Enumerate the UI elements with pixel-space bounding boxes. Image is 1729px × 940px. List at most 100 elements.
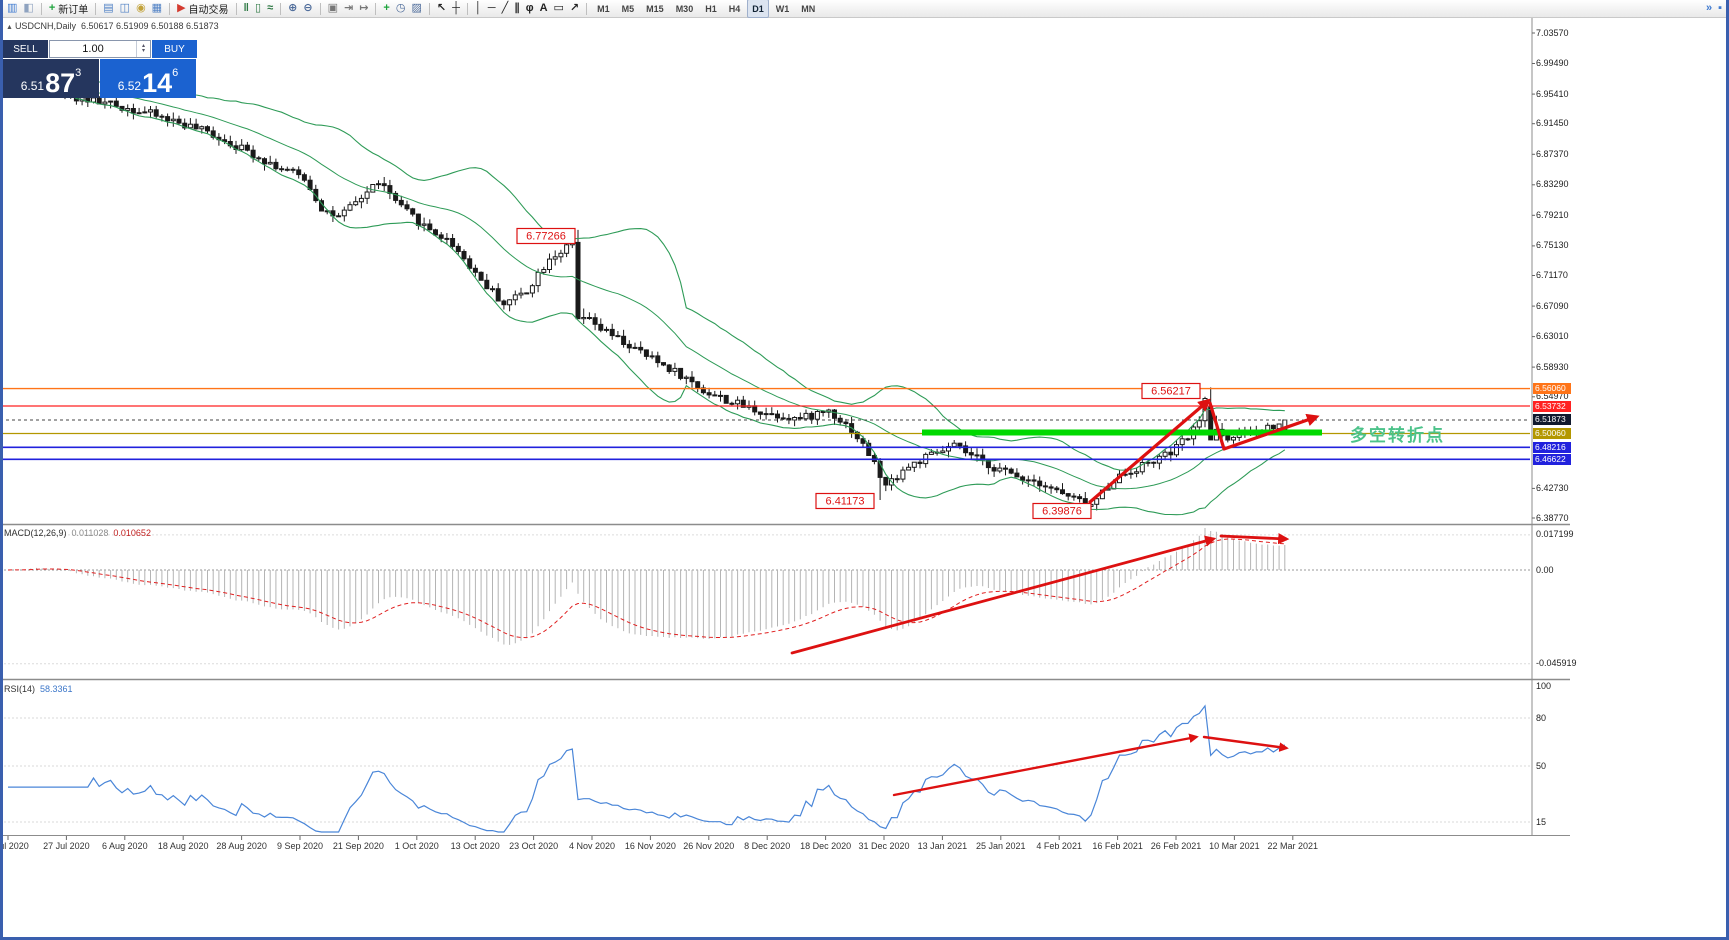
- tf-w1-button[interactable]: W1: [775, 3, 790, 14]
- zoom-in-button[interactable]: ⊕: [286, 1, 299, 16]
- rsi-axis-tick[interactable]: 50: [1536, 760, 1547, 771]
- tile-windows-button[interactable]: ▣: [326, 1, 340, 16]
- tf-m5-button[interactable]: M5: [621, 3, 635, 14]
- price-axis-tick[interactable]: 6.91450: [1536, 118, 1569, 129]
- periods-button[interactable]: ◷: [394, 1, 408, 16]
- trend-arrow[interactable]: [1208, 401, 1320, 451]
- trend-arrow[interactable]: [892, 733, 1199, 797]
- vertical-line-tool-button[interactable]: │: [473, 1, 484, 16]
- date-axis-label[interactable]: 6 Aug 2020: [102, 841, 148, 851]
- date-axis-label[interactable]: 16 Nov 2020: [624, 841, 676, 851]
- terminal-button[interactable]: ▦: [150, 1, 164, 16]
- date-axis-label[interactable]: 18 Aug 2020: [157, 841, 209, 851]
- price-tag-annotation[interactable]: 6.77266: [516, 227, 576, 245]
- indicators-button[interactable]: +: [381, 1, 391, 16]
- price-axis-tick[interactable]: 6.83290: [1536, 179, 1569, 190]
- data-window-button[interactable]: ◫: [118, 1, 132, 16]
- macd-axis-tick[interactable]: 0.00: [1536, 564, 1554, 575]
- tf-h1-button[interactable]: H1: [705, 3, 717, 14]
- sell-button[interactable]: SELL: [3, 40, 48, 58]
- date-axis-label[interactable]: 26 Feb 2021: [1150, 841, 1202, 851]
- date-axis-label[interactable]: 23 Oct 2020: [509, 841, 559, 851]
- volume-down-icon[interactable]: ▾: [141, 48, 145, 54]
- tf-m1-button[interactable]: M1: [597, 3, 610, 14]
- price-axis-tick[interactable]: 6.38770: [1536, 512, 1569, 523]
- volume-value[interactable]: 1.00: [82, 43, 104, 55]
- sell-price-button[interactable]: 6.51 87 3: [3, 59, 99, 98]
- price-axis-tick[interactable]: 6.79210: [1536, 209, 1569, 220]
- crosshair-tool-button[interactable]: ┼: [450, 1, 462, 16]
- bar-chart-button[interactable]: ‖: [242, 1, 251, 16]
- volume-field[interactable]: 1.00 ▴ ▾: [49, 40, 151, 58]
- trend-arrow[interactable]: [1088, 398, 1211, 504]
- autotrading-button[interactable]: ▶ 自动交易: [175, 1, 230, 16]
- navigator-button[interactable]: ◉: [134, 1, 148, 16]
- price-tag-annotation[interactable]: 6.41173: [815, 492, 875, 510]
- price-axis-tick[interactable]: 6.71170: [1536, 270, 1568, 280]
- price-axis-tick[interactable]: 6.63010: [1536, 331, 1569, 342]
- new-order-button[interactable]: + 新订单: [47, 1, 90, 16]
- candle-chart-button[interactable]: ▯: [253, 1, 263, 16]
- price-axis-tick[interactable]: 6.99490: [1536, 58, 1569, 69]
- price-tag-annotation[interactable]: 6.39876: [1032, 502, 1092, 520]
- macd-axis-tick[interactable]: -0.045919: [1536, 658, 1577, 669]
- trend-arrow[interactable]: [790, 535, 1217, 655]
- price-axis-tick[interactable]: 6.75130: [1536, 240, 1569, 251]
- date-axis-label[interactable]: 22 Mar 2021: [1267, 841, 1319, 851]
- toolbar-customize-button[interactable]: »: [1704, 1, 1714, 16]
- buy-price-button[interactable]: 6.52 14 6: [100, 59, 196, 98]
- date-axis-label[interactable]: 10 Mar 2021: [1209, 841, 1260, 851]
- price-axis-tick[interactable]: 6.42730: [1536, 482, 1569, 493]
- main-chart-panel[interactable]: [5, 80, 1288, 516]
- price-axis-tick[interactable]: 6.54970: [1536, 391, 1569, 402]
- date-axis-label[interactable]: 21 Sep 2020: [332, 841, 384, 851]
- trendline-tool-button[interactable]: ╱: [500, 1, 511, 16]
- macd-axis-tick[interactable]: 0.017199: [1536, 529, 1574, 540]
- templates-button[interactable]: ▨: [409, 1, 423, 16]
- date-axis-label[interactable]: 18 Dec 2020: [800, 841, 852, 851]
- trend-arrow[interactable]: [1202, 735, 1289, 752]
- arrows-tool-button[interactable]: ↗: [568, 1, 581, 16]
- trend-arrow[interactable]: [1219, 533, 1290, 545]
- chart-dock-button[interactable]: ▪: [1716, 1, 1724, 16]
- date-axis-label[interactable]: 27 Jul 2020: [43, 841, 90, 851]
- date-axis-label[interactable]: 26 Nov 2020: [683, 841, 735, 851]
- date-axis-label[interactable]: 28 Aug 2020: [216, 841, 267, 851]
- date-axis-label[interactable]: 8 Dec 2020: [744, 841, 791, 851]
- rsi-axis-tick[interactable]: 80: [1536, 712, 1547, 723]
- tf-d1-button[interactable]: D1: [747, 0, 769, 18]
- date-axis-label[interactable]: 9 Sep 2020: [276, 841, 324, 851]
- zoom-out-button[interactable]: ⊖: [301, 1, 314, 16]
- price-axis-tick[interactable]: 6.95410: [1536, 88, 1569, 99]
- tf-m30-button[interactable]: M30: [675, 3, 694, 14]
- rsi-panel[interactable]: [0, 704, 1530, 833]
- date-axis-label[interactable]: 4 Nov 2020: [568, 841, 616, 851]
- date-axis-label[interactable]: 13 Oct 2020: [450, 841, 500, 851]
- rsi-axis-tick[interactable]: 15: [1536, 816, 1547, 827]
- date-axis-label[interactable]: 25 Jan 2021: [976, 841, 1026, 851]
- tf-mn-button[interactable]: MN: [801, 3, 816, 14]
- channel-tool-button[interactable]: ∥: [512, 1, 522, 16]
- date-axis-label[interactable]: 4 Feb 2021: [1036, 841, 1082, 851]
- fibonacci-tool-button[interactable]: φ: [524, 1, 536, 16]
- buy-button[interactable]: BUY: [152, 40, 197, 58]
- chart-profiles-button[interactable]: ◧: [21, 1, 35, 16]
- tf-h4-button[interactable]: H4: [728, 3, 741, 14]
- horizontal-line-tool-button[interactable]: ─: [486, 1, 498, 16]
- rsi-axis-tick[interactable]: 100: [1536, 680, 1552, 691]
- price-tag-annotation[interactable]: 6.56217: [1141, 382, 1201, 400]
- date-axis-label[interactable]: 13 Jan 2021: [917, 841, 968, 851]
- label-tool-button[interactable]: ▭: [552, 1, 566, 16]
- price-axis-tick[interactable]: 6.67090: [1536, 300, 1569, 311]
- price-axis-tick[interactable]: 7.03570: [1536, 27, 1569, 38]
- volume-up-icon[interactable]: ▴: [141, 43, 145, 49]
- date-axis-label[interactable]: 1 Oct 2020: [394, 841, 439, 851]
- date-axis-label[interactable]: 16 Feb 2021: [1092, 841, 1143, 851]
- cursor-tool-button[interactable]: ↖: [435, 1, 448, 16]
- chart-shift-button[interactable]: ↦: [357, 1, 370, 16]
- new-chart-button[interactable]: ▥: [5, 1, 19, 16]
- macd-panel[interactable]: [0, 528, 1530, 665]
- date-axis-label[interactable]: 31 Dec 2020: [858, 841, 910, 851]
- text-tool-button[interactable]: A: [538, 1, 550, 16]
